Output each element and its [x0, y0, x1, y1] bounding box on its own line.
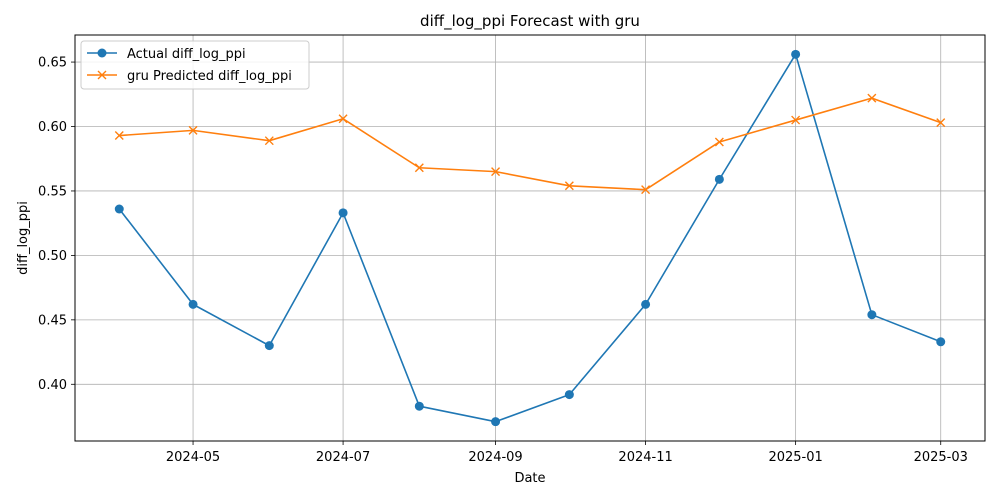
series-line-1	[119, 97, 941, 191]
data-point	[114, 204, 124, 214]
data-point	[714, 137, 724, 147]
data-point	[188, 299, 198, 309]
series-layer	[114, 49, 946, 427]
x-axis-ticks: 2024-05 2024-07 2024-09 2024-11 2025-01 2025-…	[166, 441, 968, 465]
data-point	[338, 208, 348, 218]
x-tick-label: 2024-07	[316, 450, 370, 465]
data-point	[641, 185, 651, 195]
legend-marker-actual	[97, 48, 107, 58]
y-axis-ticks: 0.40 0.45 0.50 0.55 0.60 0.65	[38, 56, 75, 393]
data-point	[114, 131, 124, 141]
chart-title: diff_log_ppi Forecast with gru	[420, 12, 640, 31]
data-point	[936, 118, 946, 128]
data-point	[338, 114, 348, 124]
data-point	[936, 337, 946, 347]
data-point	[491, 417, 501, 427]
series-line-0	[118, 53, 942, 423]
y-tick-label: 0.45	[38, 313, 67, 328]
y-tick-label: 0.40	[38, 378, 67, 393]
data-point	[564, 181, 574, 191]
y-tick-label: 0.50	[38, 249, 67, 264]
x-tick-label: 2024-05	[166, 450, 220, 465]
data-point	[641, 299, 651, 309]
data-point	[867, 93, 877, 103]
grid	[75, 35, 985, 441]
x-axis-title: Date	[514, 471, 545, 486]
plot-frame	[74, 34, 986, 442]
y-tick-label: 0.55	[38, 184, 67, 199]
data-point	[264, 136, 274, 146]
data-point	[791, 49, 801, 59]
legend-label-predicted: gru Predicted diff_log_ppi	[127, 69, 292, 84]
data-point	[491, 167, 501, 177]
legend-label-actual: Actual diff_log_ppi	[127, 47, 246, 62]
data-point	[414, 401, 424, 411]
x-tick-label: 2024-09	[468, 450, 522, 465]
data-point	[564, 390, 574, 400]
x-tick-label: 2025-03	[914, 450, 968, 465]
data-point	[714, 174, 724, 184]
y-tick-label: 0.65	[38, 56, 67, 71]
data-point	[791, 115, 801, 125]
y-axis-title: diff_log_ppi	[16, 201, 31, 275]
x-tick-label: 2025-01	[768, 450, 822, 465]
legend: Actual diff_log_ppi gru Predicted diff_l…	[80, 40, 310, 90]
data-point	[264, 341, 274, 351]
y-tick-label: 0.60	[38, 120, 67, 135]
legend-marker-predicted	[97, 70, 107, 80]
data-point	[188, 125, 198, 135]
data-point	[867, 310, 877, 320]
data-point	[414, 163, 424, 173]
legend-box	[80, 40, 310, 90]
x-tick-label: 2024-11	[618, 450, 672, 465]
